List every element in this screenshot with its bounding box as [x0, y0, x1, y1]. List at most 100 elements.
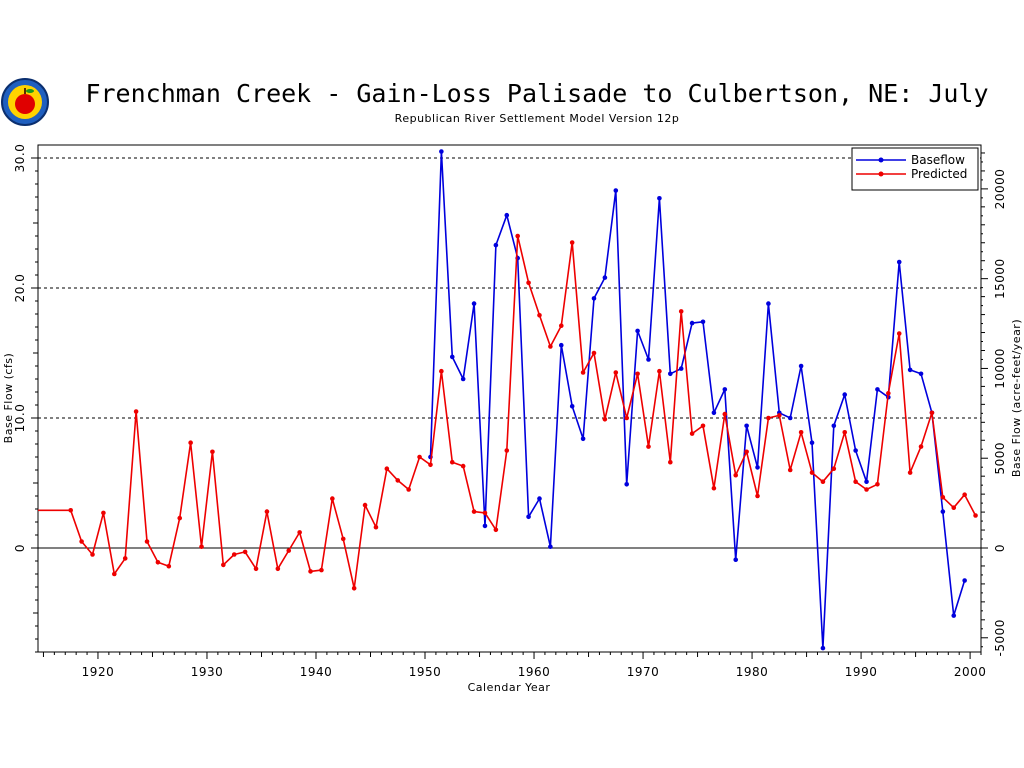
y-axis-right: -5000 0 5000 10000 15000 20000 — [981, 152, 1007, 656]
data-point-predicted — [722, 411, 728, 417]
data-point-predicted — [875, 482, 880, 487]
data-point-baseflow — [875, 387, 880, 392]
data-point-predicted — [569, 240, 575, 245]
data-point-baseflow — [798, 363, 804, 369]
data-point-predicted — [286, 548, 292, 553]
data-point-predicted — [395, 478, 401, 483]
x-axis: 1920 1930 1940 1950 1960 1970 1980 1990 2000 — [42, 652, 987, 679]
data-point-predicted — [373, 524, 379, 530]
data-point-predicted — [820, 479, 826, 485]
data-point-baseflow — [711, 410, 717, 416]
chart-subtitle: Republican River Settlement Model Versio… — [395, 112, 680, 125]
x-tick-label: 1980 — [736, 665, 769, 679]
data-point-predicted — [460, 463, 466, 469]
data-point-predicted — [678, 309, 684, 314]
data-point-predicted — [733, 472, 739, 478]
y-axis-left-label: Base Flow (cfs) — [2, 353, 15, 444]
data-point-predicted — [515, 233, 520, 239]
data-point-baseflow — [842, 392, 848, 397]
x-tick-label: 1940 — [300, 665, 333, 679]
data-point-predicted — [766, 415, 771, 421]
data-point-predicted — [406, 487, 411, 492]
data-point-predicted — [777, 413, 782, 418]
data-point-baseflow — [646, 357, 651, 362]
y-right-tick-label: 15000 — [993, 258, 1007, 299]
data-point-baseflow — [820, 645, 826, 651]
x-tick-label: 1960 — [518, 665, 551, 679]
data-point-predicted — [787, 467, 793, 473]
data-point-predicted — [602, 417, 608, 422]
data-point-baseflow — [548, 544, 553, 549]
x-tick-label: 1970 — [627, 665, 660, 679]
x-tick-label: 1920 — [82, 665, 115, 679]
data-point-predicted — [548, 344, 553, 349]
y-right-tick-label: -5000 — [993, 619, 1007, 656]
logo-icon — [1, 78, 49, 126]
data-point-predicted — [504, 448, 510, 453]
data-point-predicted — [537, 313, 542, 318]
data-point-predicted — [439, 368, 444, 374]
data-point-baseflow — [493, 242, 499, 248]
data-point-predicted — [657, 368, 662, 374]
x-tick-label: 2000 — [954, 665, 987, 679]
data-point-baseflow — [668, 371, 673, 377]
data-point-baseflow — [896, 259, 902, 265]
data-point-predicted — [809, 470, 815, 475]
data-point-predicted — [112, 571, 117, 577]
data-point-predicted — [351, 586, 357, 591]
data-point-predicted — [962, 492, 967, 498]
y-left-tick-label: 30.0 — [13, 144, 27, 173]
data-point-predicted — [428, 462, 433, 468]
data-point-baseflow — [460, 376, 466, 382]
series-line-predicted — [38, 235, 977, 590]
legend-box — [851, 147, 979, 191]
data-point-predicted — [951, 505, 957, 511]
data-point-baseflow — [471, 301, 477, 306]
series-layer — [38, 149, 978, 651]
data-point-baseflow — [449, 354, 455, 360]
data-point-predicted — [199, 544, 204, 549]
legend-marker-baseflow — [878, 157, 884, 163]
data-point-predicted — [896, 331, 902, 336]
x-tick-label: 1990 — [845, 665, 878, 679]
data-point-baseflow — [602, 275, 608, 280]
data-point-predicted — [613, 370, 619, 375]
data-point-predicted — [384, 466, 390, 472]
data-point-predicted — [308, 569, 313, 574]
chart-title: Frenchman Creek - Gain-Loss Palisade to … — [85, 79, 988, 108]
y-right-tick-label: 20000 — [993, 169, 1007, 210]
x-axis-label: Calendar Year — [468, 681, 551, 694]
data-point-predicted — [155, 560, 161, 565]
data-point-predicted — [362, 502, 368, 508]
y-left-tick-label: 20.0 — [13, 274, 27, 303]
data-point-predicted — [635, 371, 640, 377]
data-point-predicted — [242, 549, 248, 555]
data-point-baseflow — [907, 367, 913, 373]
data-point-baseflow — [482, 523, 488, 529]
data-point-baseflow — [613, 188, 619, 193]
data-point-baseflow — [537, 496, 542, 501]
data-point-baseflow — [864, 479, 869, 485]
data-point-predicted — [973, 513, 978, 518]
data-point-predicted — [591, 350, 597, 356]
data-point-predicted — [482, 510, 488, 516]
data-point-predicted — [133, 409, 139, 414]
data-point-baseflow — [526, 514, 531, 520]
data-point-predicted — [755, 493, 760, 499]
data-point-predicted — [624, 415, 629, 421]
data-point-predicted — [580, 370, 586, 375]
y-axis-right-label: Base Flow (acre-feet/year) — [1010, 319, 1023, 477]
data-point-baseflow — [678, 366, 684, 371]
data-point-baseflow — [558, 342, 564, 348]
x-tick-label: 1930 — [191, 665, 224, 679]
legend-label-baseflow: Baseflow — [911, 153, 965, 167]
data-point-baseflow — [766, 301, 771, 306]
data-point-predicted — [864, 487, 869, 492]
data-point-predicted — [668, 459, 673, 465]
data-point-predicted — [122, 556, 128, 561]
data-point-predicted — [188, 440, 193, 446]
data-point-predicted — [929, 410, 935, 416]
y-right-tick-label: 10000 — [993, 348, 1007, 389]
data-point-predicted — [319, 567, 324, 573]
